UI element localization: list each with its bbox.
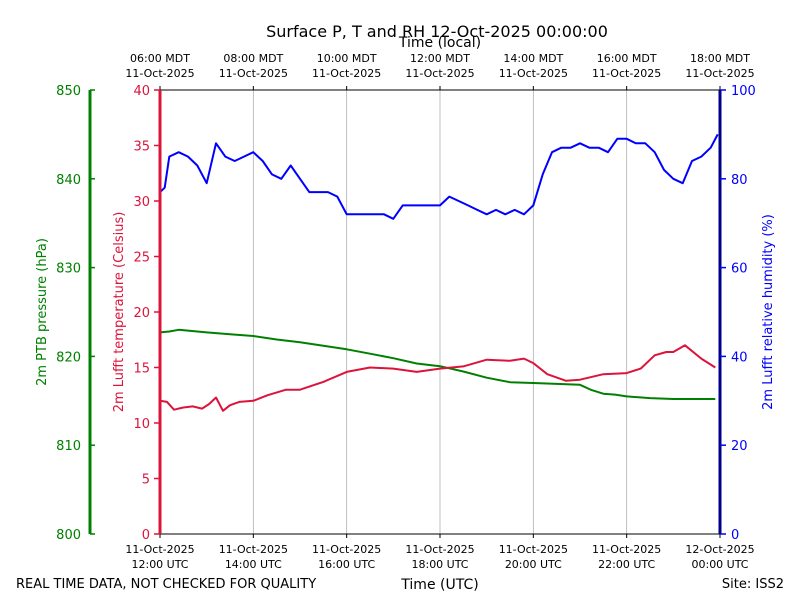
pressure-tick-label: 850 — [56, 84, 81, 99]
x-tick-label-bottom-date: 11-Oct-2025 — [312, 543, 381, 556]
x-tick-label-top-date: 11-Oct-2025 — [592, 67, 661, 80]
quality-notice: REAL TIME DATA, NOT CHECKED FOR QUALITY — [16, 577, 316, 592]
humidity-tick-label: 0 — [731, 528, 739, 543]
x-tick-label-top-time: 18:00 MDT — [690, 52, 750, 65]
x-tick-label-bottom-time: 12:00 UTC — [131, 558, 188, 571]
humidity-axis-label: 2m Lufft relative humidity (%) — [761, 214, 776, 410]
x-tick-label-bottom-date: 11-Oct-2025 — [499, 543, 568, 556]
chart-title: Surface P, T and RH 12-Oct-2025 00:00:00 — [266, 22, 608, 41]
pressure-tick-label: 840 — [56, 173, 81, 188]
temperature-tick-label: 10 — [133, 417, 150, 432]
x-tick-label-bottom-time: 14:00 UTC — [225, 558, 282, 571]
humidity-tick-label: 20 — [731, 439, 748, 454]
x-tick-label-bottom-date: 11-Oct-2025 — [219, 543, 288, 556]
pressure-tick-label: 830 — [56, 262, 81, 277]
pressure-tick-label: 800 — [56, 528, 81, 543]
temperature-tick-label: 40 — [133, 84, 150, 99]
pressure-tick-label: 820 — [56, 350, 81, 365]
x-tick-label-bottom-date: 12-Oct-2025 — [685, 543, 754, 556]
x-tick-label-bottom-date: 11-Oct-2025 — [592, 543, 661, 556]
x-tick-label-bottom-date: 11-Oct-2025 — [125, 543, 194, 556]
axis-ticks: 11-Oct-2025 12:00 UTC 11-Oct-2025 14:00 UTC… — [56, 52, 756, 571]
x-tick-label-top-date: 11-Oct-2025 — [125, 67, 194, 80]
x-tick-label-bottom-date: 11-Oct-2025 — [405, 543, 474, 556]
pressure-line — [159, 328, 716, 400]
data-series — [159, 133, 719, 412]
x-tick-label-bottom-time: 20:00 UTC — [505, 558, 562, 571]
x-tick-label-top-time: 06:00 MDT — [130, 52, 190, 65]
humidity-tick-label: 80 — [731, 173, 748, 188]
temperature-tick-label: 0 — [142, 528, 150, 543]
pressure-tick-label: 810 — [56, 439, 81, 454]
x-tick-label-bottom-time: 18:00 UTC — [411, 558, 468, 571]
x-tick-label-top-date: 11-Oct-2025 — [405, 67, 474, 80]
x-axis-label: Time (UTC) — [400, 577, 478, 593]
temperature-line — [159, 344, 716, 412]
gridlines — [252, 90, 628, 534]
temperature-tick-label: 35 — [133, 140, 150, 155]
x-tick-label-top-date: 11-Oct-2025 — [312, 67, 381, 80]
x-tick-label-top-time: 08:00 MDT — [223, 52, 283, 65]
x-tick-label-top-date: 11-Oct-2025 — [685, 67, 754, 80]
x-tick-label-top-date: 11-Oct-2025 — [219, 67, 288, 80]
x-tick-label-bottom-time: 00:00 UTC — [691, 558, 748, 571]
x-tick-label-top-time: 14:00 MDT — [503, 52, 563, 65]
humidity-tick-label: 60 — [731, 262, 748, 277]
humidity-tick-label: 40 — [731, 350, 748, 365]
x-tick-label-top-time: 12:00 MDT — [410, 52, 470, 65]
temperature-tick-label: 25 — [133, 251, 150, 266]
x-tick-label-bottom-time: 16:00 UTC — [318, 558, 375, 571]
x-tick-label-top-time: 16:00 MDT — [597, 52, 657, 65]
temperature-tick-label: 15 — [133, 362, 150, 377]
top-axis-label: Time (local) — [398, 35, 481, 51]
temperature-tick-label: 20 — [133, 306, 150, 321]
temperature-tick-label: 5 — [142, 473, 150, 488]
temperature-tick-label: 30 — [133, 195, 150, 210]
humidity-tick-label: 100 — [731, 84, 756, 99]
temperature-axis-label: 2m Lufft temperature (Celsius) — [112, 212, 127, 413]
site-label: Site: ISS2 — [722, 577, 784, 592]
humidity-line — [159, 133, 719, 220]
x-tick-label-top-date: 11-Oct-2025 — [499, 67, 568, 80]
x-tick-label-bottom-time: 22:00 UTC — [598, 558, 655, 571]
x-tick-label-top-time: 10:00 MDT — [317, 52, 377, 65]
pressure-axis-label: 2m PTB pressure (hPa) — [35, 238, 50, 386]
